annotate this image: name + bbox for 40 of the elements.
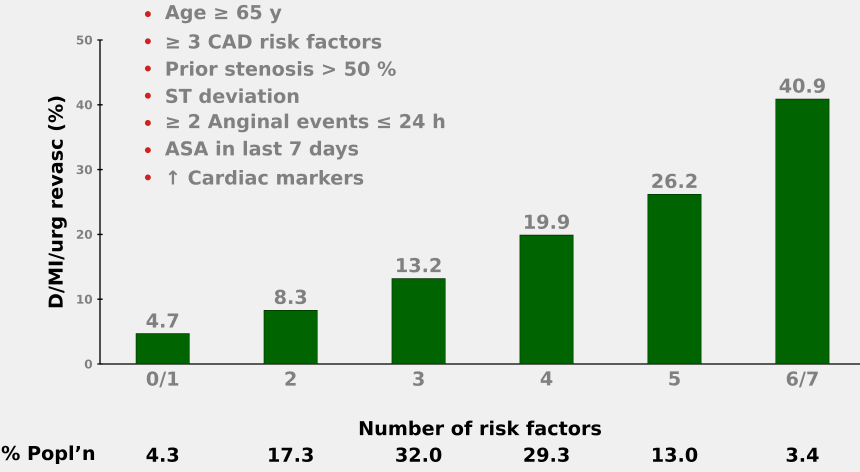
annotation: Prior stenosis > 50 % <box>166 61 396 76</box>
text: 29.3 <box>524 447 569 462</box>
text: % Popl’n <box>2 445 94 464</box>
y-tick-label: 0 <box>84 359 92 369</box>
data-label: 13.2 <box>397 258 441 272</box>
annotation: ≥ 3 CAD risk factors <box>166 34 382 49</box>
bar <box>520 234 574 364</box>
y-tick-label: 40 <box>76 100 92 110</box>
text: 4.3 <box>146 447 178 462</box>
bar <box>648 194 702 364</box>
annotation: ST deviation <box>166 88 298 104</box>
text: 17.3 <box>269 447 313 462</box>
data-label: 8.3 <box>274 290 306 304</box>
text: Age ≥ 65 y <box>164 4 282 24</box>
bar <box>264 310 318 364</box>
text: 32.0 <box>396 447 442 462</box>
data-label: 40.9 <box>780 78 825 93</box>
bar <box>392 278 446 364</box>
x-tick-label: 6/7 <box>786 371 818 388</box>
x-tick-label: 0/1 <box>146 371 178 388</box>
y-tick-label: 30 <box>76 165 92 174</box>
annotation: ASA in last 7 days <box>164 140 358 160</box>
text: 13.0 <box>652 447 698 462</box>
x-tick-label: 4 <box>540 371 552 386</box>
data-label: 26.2 <box>652 174 697 188</box>
x-tick-label: 5 <box>669 371 680 386</box>
x-axis-title: Number of risk factors <box>360 420 601 436</box>
annotation: ≥ 2 Anginal events ≤ 24 h <box>166 114 444 132</box>
y-tick-label: 10 <box>77 294 92 304</box>
text: 3.4 <box>786 447 819 462</box>
x-tick-label: 3 <box>413 371 424 386</box>
y-tick-label: 50 <box>76 35 92 45</box>
y-tick-label: 20 <box>76 230 92 239</box>
data-label: 4.7 <box>146 314 178 328</box>
bar <box>775 98 830 364</box>
annotation: ↑ Cardiac markers <box>168 170 364 185</box>
data-label: 19.9 <box>525 214 569 230</box>
bar <box>136 333 190 364</box>
x-tick-label: 2 <box>285 371 296 386</box>
y-axis-title: D/MI/urg revasc (%) <box>48 96 67 308</box>
